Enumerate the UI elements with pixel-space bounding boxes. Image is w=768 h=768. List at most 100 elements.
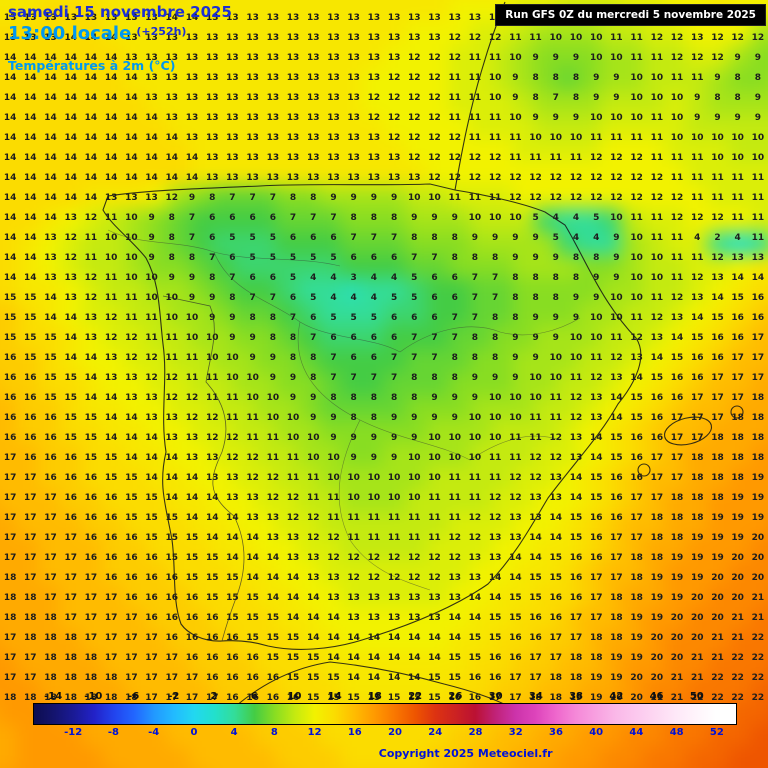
temp-value: 12 xyxy=(185,413,199,423)
temp-value: 16 xyxy=(549,593,563,603)
temp-value: 9 xyxy=(512,73,519,83)
temp-cell-color xyxy=(17,44,39,68)
temp-value: 14 xyxy=(610,393,623,403)
legend-tick-label: 16 xyxy=(347,727,362,738)
temp-value: 13 xyxy=(347,53,360,63)
temp-value: 11 xyxy=(448,113,461,123)
temp-value: 16 xyxy=(226,653,239,663)
temp-cell-color xyxy=(0,137,18,162)
temp-cell-color xyxy=(38,465,61,490)
temp-value: 19 xyxy=(690,553,704,563)
temp-cell-color xyxy=(297,395,320,420)
temp-cell-color xyxy=(535,44,557,68)
temp-value: 18 xyxy=(125,693,138,703)
temp-value: 20 xyxy=(670,653,684,663)
temp-cell-color xyxy=(664,653,687,677)
temp-value: 11 xyxy=(327,513,340,523)
temp-cell-color xyxy=(578,325,600,349)
temp-value: 18 xyxy=(24,613,37,623)
temp-cell-color xyxy=(427,20,449,45)
temp-value: 17 xyxy=(589,573,603,583)
temp-value: 17 xyxy=(44,553,57,563)
temp-value: 17 xyxy=(44,573,57,583)
temp-value: 20 xyxy=(690,613,704,623)
temp-cell-color xyxy=(621,67,643,92)
temp-cell-color xyxy=(664,231,687,256)
temp-value: 13 xyxy=(104,13,118,23)
temp-cell-color xyxy=(17,465,39,490)
temp-cell-color xyxy=(276,395,298,420)
temp-value: 7 xyxy=(188,233,196,243)
temp-value: 12 xyxy=(549,453,563,463)
temp-cell-color xyxy=(642,161,665,185)
temp-value: 14 xyxy=(44,173,57,183)
temp-cell-color xyxy=(750,395,768,420)
temp-cell-color xyxy=(125,653,147,677)
temp-value: 8 xyxy=(532,273,539,283)
temp-cell-color xyxy=(750,747,768,768)
legend-tick-label: -14 xyxy=(44,691,63,702)
temp-cell-color xyxy=(81,559,104,584)
temp-cell-color xyxy=(621,161,643,185)
temp-value: 13 xyxy=(226,13,239,23)
temp-value: 15 xyxy=(185,553,199,563)
temp-cell-color xyxy=(232,747,255,768)
temp-value: 14 xyxy=(165,473,179,483)
temp-value: 12 xyxy=(246,453,259,463)
temp-cell-color xyxy=(578,348,600,373)
temp-cell-color xyxy=(168,231,190,256)
temp-cell-color xyxy=(146,44,169,68)
temp-cell-color xyxy=(664,629,687,654)
temp-value: 13 xyxy=(327,13,340,23)
temp-cell-color xyxy=(103,723,126,748)
temp-cell-color xyxy=(664,442,687,466)
temp-cell-color xyxy=(664,606,687,630)
temp-cell-color xyxy=(686,559,708,584)
temp-cell-color xyxy=(513,653,536,677)
temp-cell-color xyxy=(750,278,768,302)
temp-cell-color xyxy=(405,184,428,209)
temp-cell-color xyxy=(232,465,255,490)
temp-value: 15 xyxy=(630,413,643,423)
temp-value: 4 xyxy=(572,233,580,243)
temp-value: 15 xyxy=(569,533,583,543)
temp-cell-color xyxy=(599,161,622,185)
temp-cell-color xyxy=(254,747,277,768)
legend-tick-label: 36 xyxy=(549,727,563,738)
temp-cell-color xyxy=(297,653,320,677)
temp-value: 13 xyxy=(125,33,138,43)
temp-value: 14 xyxy=(24,133,37,143)
temp-value: 8 xyxy=(390,393,398,403)
temp-value: 6 xyxy=(451,273,458,283)
temp-cell-color xyxy=(38,0,61,21)
temp-cell-color xyxy=(319,325,341,349)
legend-tick-label: 28 xyxy=(468,727,483,738)
temp-value: 15 xyxy=(286,673,300,683)
temp-value: 11 xyxy=(751,233,765,243)
temp-cell-color xyxy=(491,676,514,701)
legend-top-labels: -14 -10 -6 -2 2 6 10 14 18 22 26 30 34 38 42 46 50 xyxy=(33,691,737,702)
temp-value: 11 xyxy=(509,33,522,43)
temp-value: 17 xyxy=(751,353,765,363)
temp-cell-color xyxy=(254,44,277,68)
temp-value: 10 xyxy=(610,53,623,63)
temp-value: 15 xyxy=(64,373,77,383)
temp-cell-color xyxy=(60,325,82,349)
temp-cell-color xyxy=(642,44,665,68)
temp-value: 8 xyxy=(168,213,175,223)
temp-value: 17 xyxy=(650,453,664,463)
temp-cell-color xyxy=(297,91,320,115)
temp-cell-color xyxy=(125,325,147,349)
temp-value: 12 xyxy=(408,133,421,143)
temp-value: 14 xyxy=(468,613,482,623)
temp-value: 14 xyxy=(711,293,724,303)
temp-value: 10 xyxy=(529,393,542,403)
temp-value: 11 xyxy=(670,233,684,243)
temp-cell-color xyxy=(211,325,233,349)
temp-value: 11 xyxy=(630,53,643,63)
temp-cell-color xyxy=(17,67,39,92)
temp-value: 7 xyxy=(411,353,418,363)
temp-value: 12 xyxy=(468,513,482,523)
temp-value: 15 xyxy=(468,633,482,643)
